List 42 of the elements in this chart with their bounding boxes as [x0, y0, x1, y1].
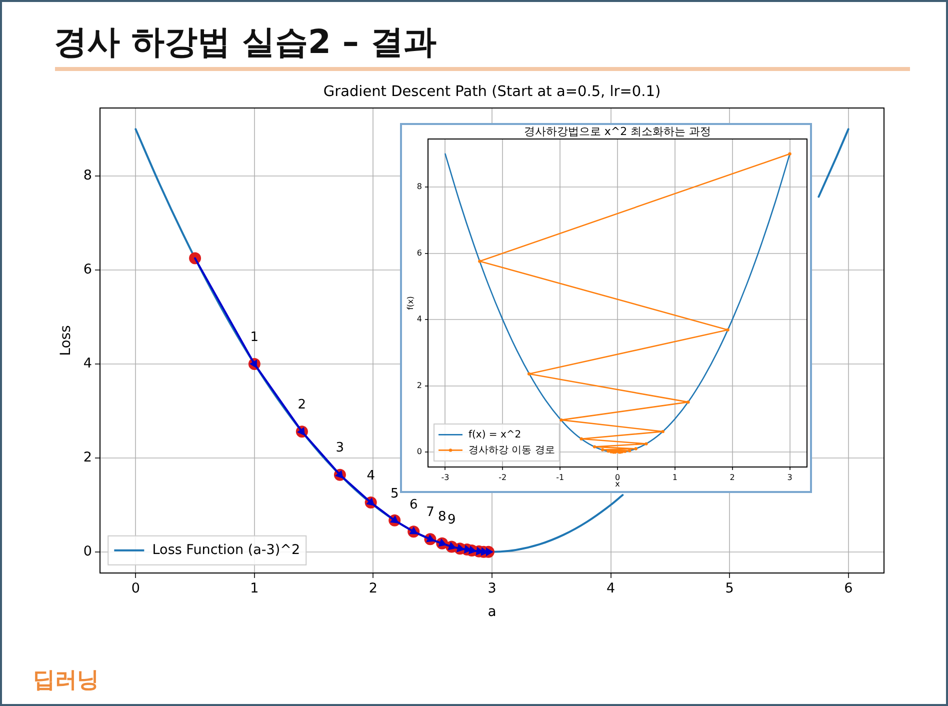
annotation: 8: [438, 509, 446, 524]
y-tick-label: 8: [83, 168, 92, 184]
annotation: 5: [390, 486, 399, 502]
x-tick-label: 4: [606, 580, 616, 597]
y-tick-label: 6: [83, 262, 92, 278]
annotation: 1: [250, 330, 259, 345]
x-tick-label: -2: [498, 472, 507, 482]
x-tick-label: 2: [730, 472, 735, 482]
text: 딥러닝: [33, 668, 99, 694]
x-tick-label: 0: [614, 472, 620, 482]
x-tick-label: 3: [787, 472, 792, 482]
x-tick-label: 1: [672, 472, 678, 482]
y-tick-label: 0: [83, 543, 92, 560]
x-tick-label: 0: [131, 580, 140, 597]
x-tick-label: 1: [250, 580, 259, 597]
y-tick-label: 8: [416, 182, 422, 192]
chart-title: 경사하강법으로 x^2 최소화하는 과정: [524, 124, 712, 138]
chart-title: 경사 하강법 실습2 – 결과: [54, 22, 436, 62]
x-tick-label: -3: [441, 472, 450, 482]
x-axis-title: x: [615, 479, 620, 488]
legend-label: Loss Function (a-3)^2: [152, 542, 300, 558]
y-axis-title: f(x): [406, 296, 415, 310]
x-tick-label: 5: [725, 580, 734, 597]
x-tick-label: 2: [368, 580, 378, 597]
y-tick-label: 4: [416, 314, 422, 324]
legend-label: f(x) = x^2: [468, 429, 522, 440]
y-axis-title: Loss: [58, 325, 74, 356]
chart-subtitle: Gradient Descent Path (Start at a=0.5, lr=0.1): [323, 84, 661, 100]
y-tick-label: 4: [83, 355, 92, 372]
y-tick-label: 2: [416, 380, 422, 390]
x-tick-label: 6: [844, 580, 853, 597]
y-tick-label: 0: [416, 447, 422, 456]
annotation: 3: [336, 440, 344, 456]
annotation: 7: [426, 505, 434, 520]
y-tick-label: 6: [416, 248, 422, 258]
x-tick-label: -1: [556, 472, 564, 482]
x-tick-label: 3: [488, 580, 496, 597]
annotation: 2: [298, 397, 306, 412]
y-tick-label: 2: [83, 449, 92, 466]
legend-label: 경사하강 이동 경로: [468, 444, 555, 456]
annotation: 9: [447, 512, 456, 528]
x-axis-title: a: [488, 604, 496, 620]
